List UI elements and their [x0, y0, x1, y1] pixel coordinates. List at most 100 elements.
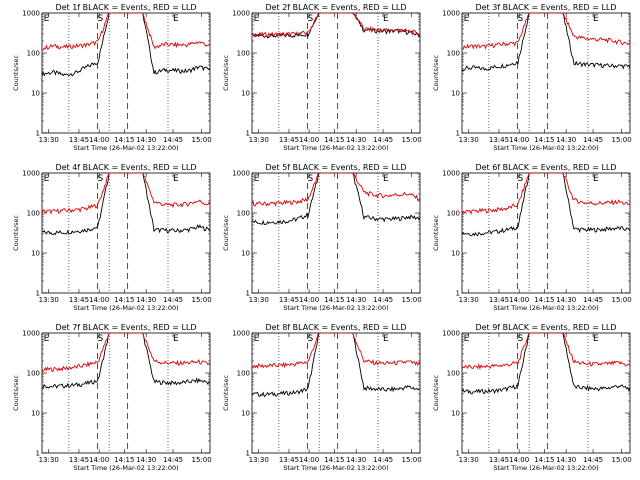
series-line-events: [252, 333, 420, 398]
x-tick-label: 15:00: [612, 456, 632, 464]
panel-title: Det 9f BLACK = Events, RED = LLD: [475, 323, 616, 332]
series-line-events: [42, 13, 210, 77]
x-tick-label: 14:45: [163, 456, 183, 464]
x-tick-label: 13:45: [69, 296, 89, 304]
marker-label: S: [517, 174, 523, 184]
panel-1: Det 1f BLACK = Events, RED = LLD 1 10 100 10…: [12, 3, 212, 152]
y-tick-label: 100: [237, 50, 250, 58]
x-tick-label: 14:45: [583, 296, 603, 304]
x-tick-label: 13:30: [249, 296, 269, 304]
marker-label: E: [464, 334, 470, 344]
x-tick-label: 13:45: [279, 136, 299, 144]
x-tick-label: 13:45: [69, 136, 89, 144]
y-tick-label: 100: [27, 210, 40, 218]
y-tick-label: 1: [36, 450, 40, 458]
plot-frame: [461, 332, 631, 454]
y-tick-label: 10: [31, 410, 40, 418]
marker-label: E: [593, 14, 599, 24]
panel-9: Det 9f BLACK = Events, RED = LLD 1 10 100 10…: [432, 323, 632, 472]
series-line-lld: [462, 333, 630, 371]
y-tick-label: 100: [447, 370, 460, 378]
series-line-events: [462, 173, 630, 237]
x-tick-label: 13:45: [279, 296, 299, 304]
x-tick-label: 14:00: [509, 296, 529, 304]
y-tick-label: 10: [241, 250, 250, 258]
x-tick-label: 14:30: [136, 456, 156, 464]
x-tick-label: 14:15: [534, 456, 554, 464]
x-tick-label: 14:45: [373, 296, 393, 304]
y-tick-label: 10: [241, 410, 250, 418]
series-line-events: [462, 13, 630, 72]
y-axis-label: Counts/sec: [432, 375, 440, 411]
marker-label: S: [517, 334, 523, 344]
panel-2: Det 2f BLACK = Events, RED = LLD 1 10 100 10…: [222, 3, 422, 152]
x-tick-label: 14:00: [299, 136, 319, 144]
y-axis-label: Counts/sec: [222, 375, 230, 411]
y-tick-label: 100: [447, 210, 460, 218]
x-tick-label: 14:45: [583, 456, 603, 464]
x-axis-label: Start Time (26-Mar-02 13:22:00): [493, 144, 598, 152]
x-tick-label: 14:45: [163, 136, 183, 144]
y-axis-label: Counts/sec: [222, 215, 230, 251]
y-axis-label: Counts/sec: [12, 375, 20, 411]
x-tick-label: 14:15: [114, 136, 134, 144]
series-line-lld: [462, 13, 630, 50]
x-tick-label: 14:45: [583, 136, 603, 144]
x-tick-label: 14:30: [346, 136, 366, 144]
panel-5: Det 5f BLACK = Events, RED = LLD 1 10 100 10…: [222, 163, 422, 312]
x-tick-label: 14:00: [299, 456, 319, 464]
marker-label: E: [464, 14, 470, 24]
panel-6: Det 6f BLACK = Events, RED = LLD 1 10 100 10…: [432, 163, 632, 312]
x-tick-label: 14:00: [509, 456, 529, 464]
marker-label: S: [307, 334, 313, 344]
panel-8: Det 8f BLACK = Events, RED = LLD 1 10 100 10…: [222, 323, 422, 472]
x-tick-label: 14:45: [373, 136, 393, 144]
x-tick-label: 14:30: [346, 456, 366, 464]
marker-label: S: [517, 14, 523, 24]
x-tick-label: 13:45: [489, 136, 509, 144]
x-tick-label: 13:30: [459, 456, 479, 464]
x-tick-label: 14:30: [556, 136, 576, 144]
y-tick-label: 1: [36, 290, 40, 298]
panel-title: Det 1f BLACK = Events, RED = LLD: [55, 3, 196, 12]
x-tick-label: 14:30: [556, 456, 576, 464]
x-tick-label: 15:00: [612, 296, 632, 304]
marker-label: E: [44, 174, 50, 184]
y-tick-label: 10: [31, 250, 40, 258]
panel-title: Det 4f BLACK = Events, RED = LLD: [55, 163, 196, 172]
panel-title: Det 8f BLACK = Events, RED = LLD: [265, 323, 406, 332]
marker-label: E: [593, 174, 599, 184]
y-tick-label: 100: [27, 50, 40, 58]
y-tick-label: 1000: [232, 170, 250, 178]
plot-frame: [41, 332, 211, 454]
panel-3: Det 3f BLACK = Events, RED = LLD 1 10 100 10…: [432, 3, 632, 152]
y-tick-label: 1: [456, 130, 460, 138]
y-tick-label: 10: [31, 90, 40, 98]
x-tick-label: 14:15: [114, 456, 134, 464]
y-axis-label: Counts/sec: [222, 55, 230, 91]
x-tick-label: 14:15: [324, 136, 344, 144]
series-line-lld: [462, 173, 630, 215]
x-tick-label: 14:00: [299, 296, 319, 304]
marker-label: E: [44, 334, 50, 344]
marker-label: E: [383, 14, 389, 24]
y-tick-label: 1: [246, 290, 250, 298]
y-tick-label: 1000: [442, 170, 460, 178]
panel-title: Det 2f BLACK = Events, RED = LLD: [265, 3, 406, 12]
y-tick-label: 10: [241, 90, 250, 98]
panel-title: Det 5f BLACK = Events, RED = LLD: [265, 163, 406, 172]
x-tick-label: 13:30: [459, 136, 479, 144]
marker-label: S: [97, 174, 103, 184]
series-line-lld: [42, 13, 210, 51]
y-axis-label: Counts/sec: [432, 55, 440, 91]
y-axis-label: Counts/sec: [432, 215, 440, 251]
y-tick-label: 10: [451, 90, 460, 98]
x-tick-label: 13:45: [279, 456, 299, 464]
series-line-lld: [252, 13, 420, 38]
x-tick-label: 15:00: [192, 136, 212, 144]
y-tick-label: 1: [456, 290, 460, 298]
x-tick-label: 13:30: [39, 296, 59, 304]
y-tick-label: 10: [451, 250, 460, 258]
marker-label: S: [307, 14, 313, 24]
